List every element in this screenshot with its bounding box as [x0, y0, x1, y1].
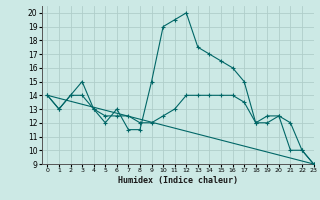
X-axis label: Humidex (Indice chaleur): Humidex (Indice chaleur) — [118, 176, 237, 185]
